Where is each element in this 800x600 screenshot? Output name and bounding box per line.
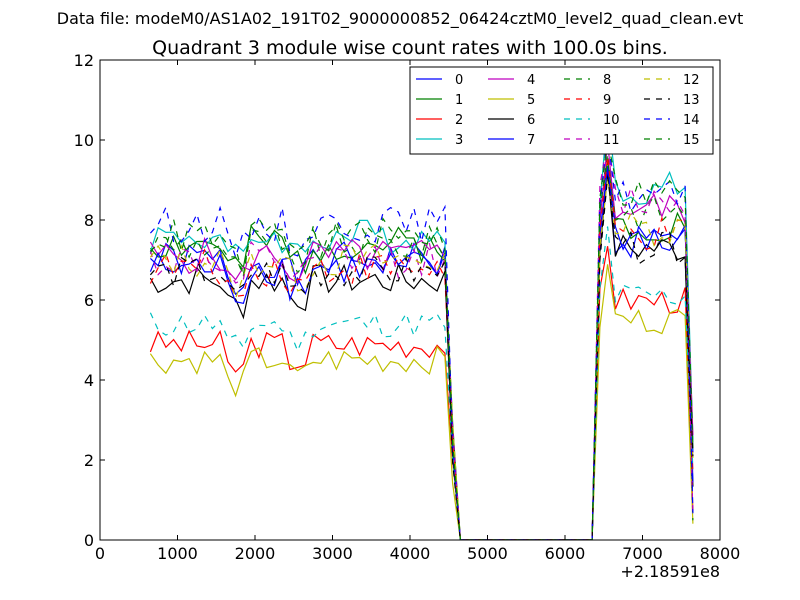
y-tick-label: 4 [84, 371, 94, 390]
y-tick-label: 0 [84, 531, 94, 550]
legend-label-10: 10 [603, 113, 620, 128]
x-axis: 0 1000 2000 3000 4000 5000 6000 7000 8000 [95, 60, 740, 563]
legend-label-13: 13 [683, 93, 700, 108]
y-tick-label: 10 [74, 131, 94, 150]
x-tick-label: 5000 [467, 544, 508, 563]
y-tick-label: 2 [84, 451, 94, 470]
x-tick-label: 7000 [622, 544, 663, 563]
series-line-6 [149, 170, 694, 540]
legend-label-3: 3 [455, 133, 463, 148]
series-line-3 [149, 112, 694, 540]
legend-label-14: 14 [683, 113, 700, 128]
legend-label-2: 2 [455, 113, 463, 128]
x-tick-label: 0 [95, 544, 105, 563]
legend-label-8: 8 [603, 73, 611, 88]
series-line-15 [149, 140, 694, 540]
x-tick-label: 4000 [390, 544, 431, 563]
legend-label-15: 15 [683, 133, 700, 148]
legend-label-4: 4 [527, 73, 535, 88]
legend-label-6: 6 [527, 113, 535, 128]
legend-label-7: 7 [527, 133, 535, 148]
series-line-2 [149, 246, 694, 540]
legend-frame [409, 66, 714, 155]
x-axis-offset-label: +2.18591e8 [620, 562, 720, 581]
legend-label-0: 0 [455, 73, 463, 88]
legend-label-1: 1 [455, 93, 463, 108]
y-tick-label: 6 [84, 291, 94, 310]
y-tick-label: 12 [74, 51, 94, 70]
legend-label-9: 9 [603, 93, 611, 108]
series-line-11 [149, 140, 694, 540]
series-line-8 [149, 154, 694, 540]
y-tick-label: 8 [84, 211, 94, 230]
series-line-5 [149, 264, 694, 540]
x-tick-label: 8000 [700, 544, 741, 563]
x-tick-label: 6000 [545, 544, 586, 563]
series-group [149, 112, 694, 540]
series-line-14 [149, 134, 694, 540]
legend-label-5: 5 [527, 93, 535, 108]
x-tick-label: 2000 [235, 544, 276, 563]
x-tick-label: 3000 [312, 544, 353, 563]
legend-label-12: 12 [683, 73, 700, 88]
series-line-10 [149, 226, 694, 540]
series-line-9 [149, 156, 694, 540]
chart-title: Quadrant 3 module wise count rates with … [152, 37, 668, 59]
x-tick-label: 1000 [157, 544, 198, 563]
legend-label-11: 11 [603, 133, 620, 148]
series-line-13 [149, 176, 694, 540]
series-line-12 [149, 178, 694, 540]
chart-suptitle: Data file: modeM0/AS1A02_191T02_90000008… [57, 9, 743, 29]
